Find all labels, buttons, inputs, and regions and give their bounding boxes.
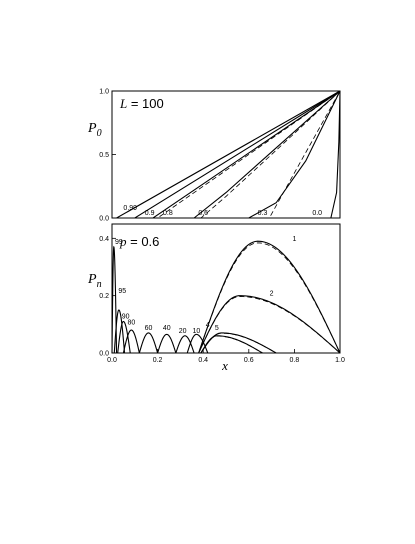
bottom-series-line-n80	[122, 329, 140, 354]
bottom-x-tick-label: 0.8	[290, 357, 300, 364]
top-curve-label: 0.0	[312, 210, 322, 217]
bottom-y-axis-label-main: P	[87, 272, 97, 287]
bottom-series-dashed-n2	[198, 296, 341, 354]
bottom-series-line-n90	[117, 320, 131, 354]
bottom-y-axis-label: Pn	[87, 272, 102, 290]
top-curve-label: 0.6	[198, 210, 208, 217]
bottom-x-ticks: 0.0 0.2 0.4 0.6 0.8 1.0	[107, 349, 345, 364]
bottom-curve-label: 5	[215, 325, 219, 332]
top-y-axis-label-main: P	[87, 121, 97, 136]
bottom-curve-label: 99	[115, 239, 123, 246]
bottom-curve-label: 10	[192, 328, 200, 335]
top-annotation: L = 100	[119, 96, 164, 111]
bottom-series-line-n20	[175, 335, 195, 354]
bottom-curve-label: 4	[206, 322, 210, 329]
bottom-curve-label: 90	[122, 314, 130, 321]
bottom-x-tick-label: 0.6	[244, 357, 254, 364]
bottom-y-tick-label: 0.4	[99, 236, 109, 243]
bottom-series-dashed-n1	[198, 242, 341, 354]
bottom-annotation: p = 0.6	[119, 234, 159, 249]
bottom-curve-label: 95	[118, 288, 126, 295]
bottom-annotation-var: p	[119, 234, 127, 249]
top-y-axis-label: P0	[87, 121, 102, 139]
bottom-y-ticks: 0.0 0.2 0.4	[99, 236, 116, 358]
bottom-curve-label: 1	[292, 236, 296, 243]
top-y-axis-label-sub: 0	[97, 128, 102, 139]
top-annotation-var: L	[119, 96, 127, 111]
bottom-series-line-n5	[200, 335, 263, 354]
bottom-annotation-value: = 0.6	[127, 234, 160, 249]
bottom-curve-label: 20	[179, 328, 187, 335]
top-curve-label: 0.8	[163, 210, 173, 217]
top-panel: 0.99 0.9 0.8 0.6 0.3 0.0 0.0 0.5 1.0 L = 100 P0	[87, 89, 341, 223]
bottom-curve-label: 60	[145, 325, 153, 332]
top-y-tick-label: 0.0	[99, 216, 109, 223]
top-y-tick-label: 1.0	[99, 89, 109, 96]
top-y-tick-label: 0.5	[99, 152, 109, 159]
top-curve-label: 0.3	[258, 210, 268, 217]
bottom-x-axis-label: x	[221, 358, 228, 373]
top-series-line-0_0-solid	[112, 90, 341, 219]
bottom-y-tick-label: 0.0	[99, 351, 109, 358]
top-series-line-0_8-dashed	[112, 90, 341, 219]
bottom-y-tick-label: 0.2	[99, 293, 109, 300]
bottom-x-tick-label: 0.4	[198, 357, 208, 364]
top-curve-label: 0.9	[145, 210, 155, 217]
bottom-series-line-n4	[200, 332, 277, 354]
bottom-x-tick-label: 1.0	[335, 357, 345, 364]
bottom-curve-label: 2	[270, 291, 274, 298]
top-plot-area: 0.99 0.9 0.8 0.6 0.3 0.0	[112, 90, 341, 219]
bottom-y-axis-label-sub: n	[97, 279, 102, 290]
top-y-ticks: 0.0 0.5 1.0	[99, 89, 116, 223]
bottom-series-dashed-n4	[200, 332, 277, 354]
bottom-x-tick-label: 0.0	[107, 357, 117, 364]
bottom-series-line-n60	[138, 332, 159, 354]
bottom-curve-label: 40	[163, 325, 171, 332]
bottom-series-line-n99	[111, 245, 118, 354]
bottom-plot-frame	[111, 223, 341, 354]
bottom-series-line-n40	[157, 333, 177, 354]
bottom-curve-label: 80	[127, 319, 135, 326]
bottom-series-dashed-n5	[200, 335, 263, 354]
top-annotation-value: = 100	[127, 96, 164, 111]
bottom-x-tick-label: 0.2	[153, 357, 163, 364]
bottom-series-line-n2	[198, 295, 341, 354]
top-curve-label: 0.99	[123, 205, 137, 212]
